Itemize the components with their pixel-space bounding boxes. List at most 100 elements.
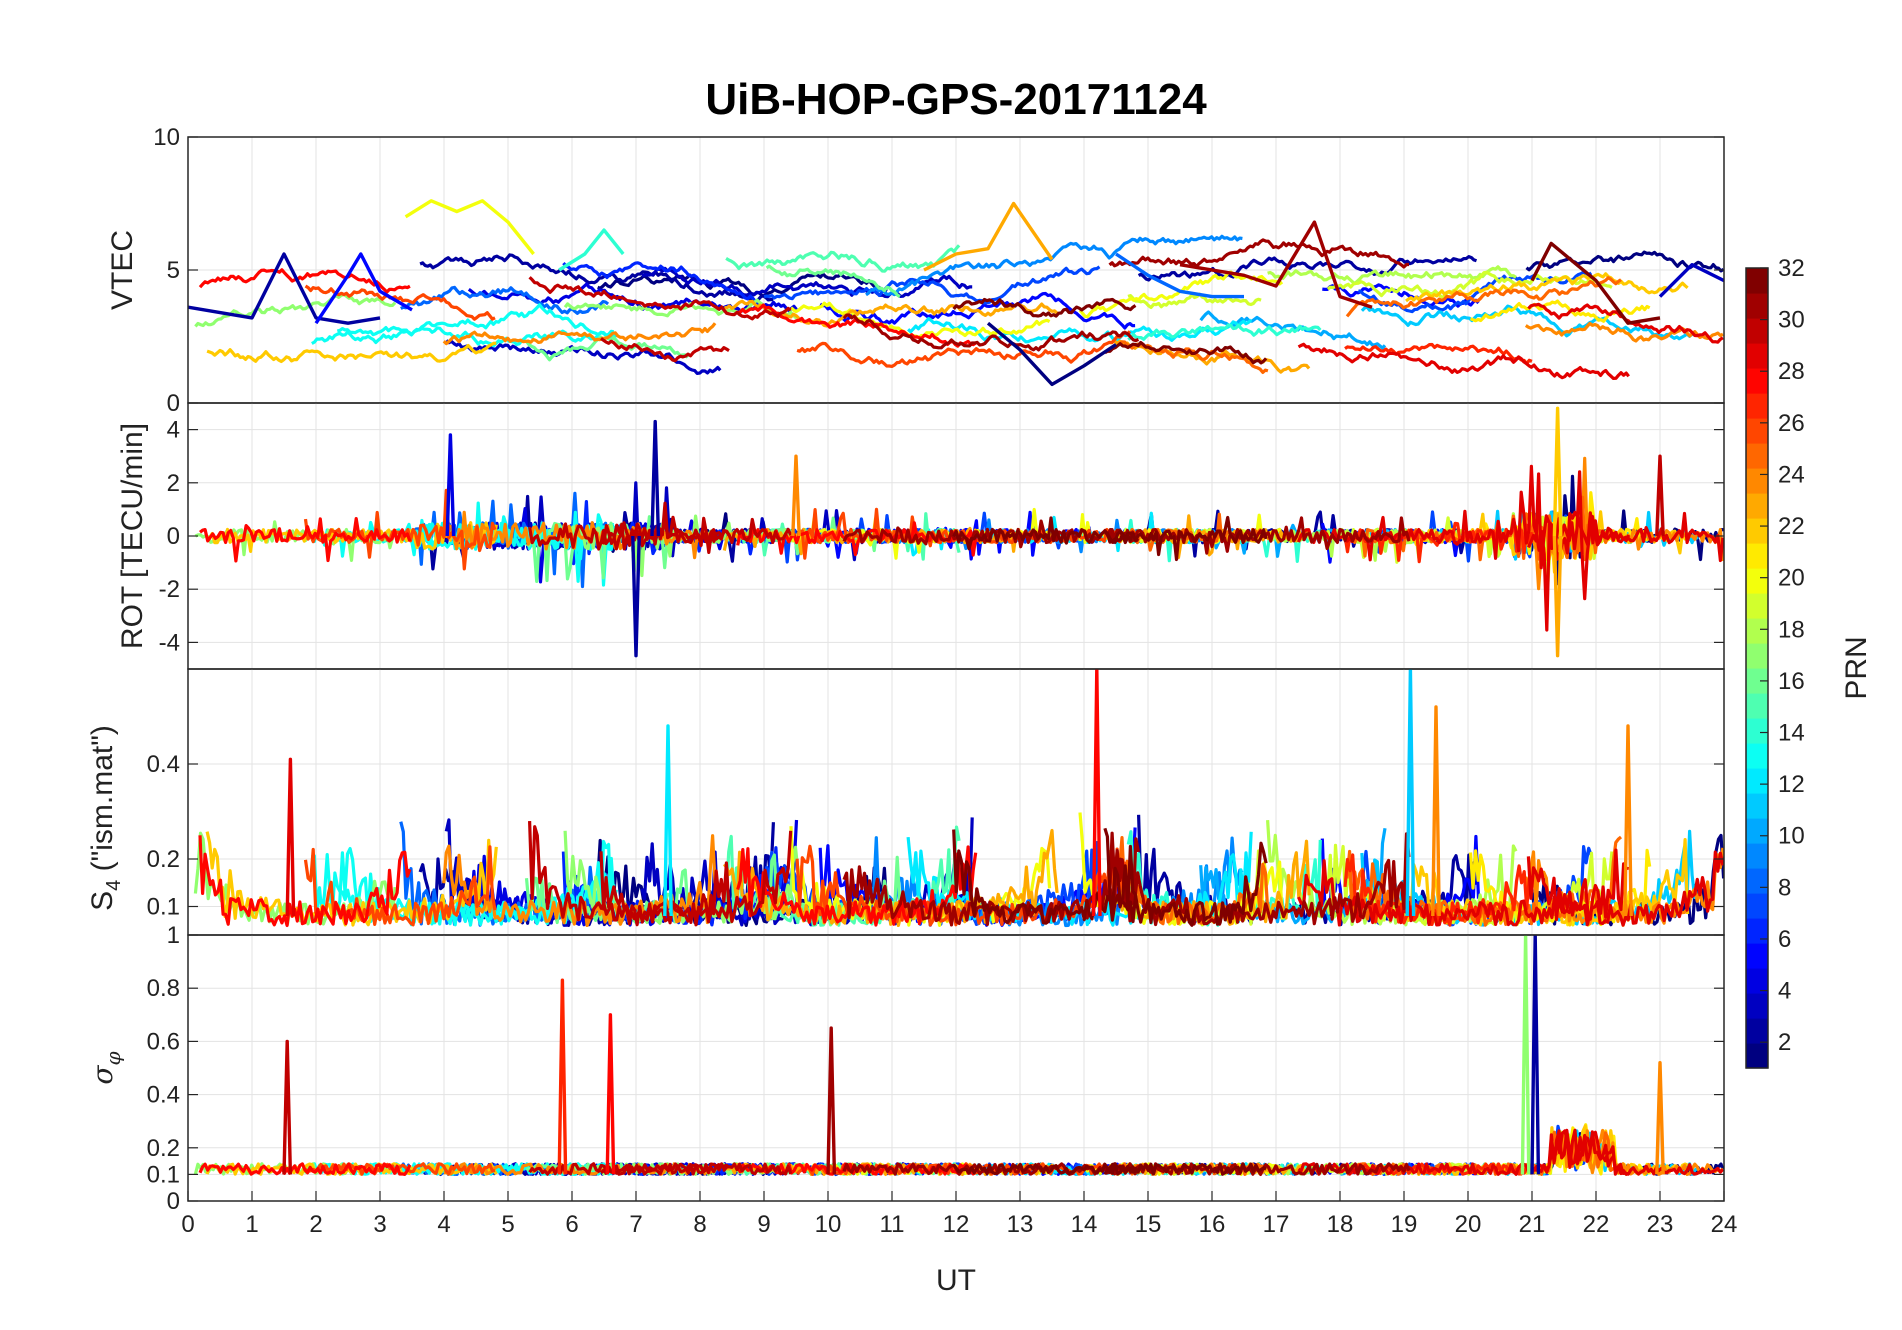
colorbar-segment	[1746, 868, 1768, 894]
series-line	[1343, 853, 1534, 927]
colorbar-segment	[1746, 668, 1768, 694]
colorbar-segment	[1746, 1043, 1768, 1069]
series-line	[188, 252, 381, 325]
colorbar-segment	[1746, 693, 1768, 719]
series-line	[1115, 252, 1244, 299]
x-ticks: 0 1 2 3 4 5 6 7 8 9 10 11 12 13 14 15 16 17 18 19 20 21 22 23 24	[181, 1191, 1737, 1238]
series-line	[528, 276, 792, 321]
sigma-gridlines	[188, 934, 1724, 1202]
colorbar-segment	[1746, 893, 1768, 919]
series-line	[404, 199, 535, 256]
y-tick-label: -4	[159, 629, 180, 656]
series-line	[865, 234, 1243, 297]
series-line	[1431, 705, 1441, 917]
x-tick-label: 2	[309, 1211, 322, 1238]
colorbar-segment	[1746, 393, 1768, 419]
colorbar-segment	[1746, 293, 1768, 319]
series-line	[198, 517, 412, 563]
sigma-y-label: σφ	[86, 1051, 125, 1084]
s4-y-label: S4 ("ism.mat")	[86, 725, 125, 911]
sigma-lines	[193, 935, 1724, 1176]
series-line	[631, 535, 641, 658]
series-line	[826, 1026, 837, 1175]
series-line	[641, 266, 973, 299]
series-line	[1108, 1162, 1411, 1176]
colorbar-segment	[1746, 918, 1768, 944]
series-line	[1525, 250, 1724, 273]
series-line	[796, 330, 1132, 368]
x-tick-label: 18	[1327, 1211, 1354, 1238]
series-line	[923, 201, 1054, 272]
x-tick-label: 0	[181, 1211, 194, 1238]
x-tick-label: 14	[1071, 1211, 1098, 1238]
colorbar-tick-label: 26	[1778, 410, 1805, 437]
series-line	[1091, 669, 1102, 917]
colorbar-tick-label: 32	[1778, 255, 1805, 282]
colorbar-tick-label: 18	[1778, 616, 1805, 643]
colorbar-tick-label: 20	[1778, 565, 1805, 592]
series-line	[206, 341, 497, 364]
x-tick-label: 9	[757, 1211, 770, 1238]
colorbar-tick-label: 14	[1778, 720, 1805, 747]
series-line	[952, 297, 1137, 318]
series-line	[952, 1162, 1137, 1176]
colorbar-tick-label: 8	[1778, 874, 1791, 901]
y-tick-label: 0.8	[147, 975, 180, 1002]
series-line	[1104, 340, 1268, 365]
series-line	[1297, 1128, 1630, 1176]
series-line	[443, 1162, 717, 1176]
series-line	[722, 828, 1059, 927]
series-line	[528, 1162, 793, 1176]
sigma-y-label-main: σ	[86, 1065, 119, 1085]
series-line	[842, 837, 1140, 927]
colorbar-label: PRN	[1840, 636, 1873, 699]
x-tick-label: 12	[943, 1211, 970, 1238]
y-tick-label: 0.4	[147, 751, 180, 778]
series-line	[282, 1039, 293, 1175]
series-line	[1623, 724, 1633, 917]
y-tick-label: -2	[159, 576, 180, 603]
x-tick-label: 1	[245, 1211, 258, 1238]
colorbar-segment	[1746, 568, 1768, 594]
series-line	[791, 454, 801, 537]
y-tick-label: 0.4	[147, 1082, 180, 1109]
series-line	[1524, 321, 1724, 343]
colorbar-segment	[1746, 643, 1768, 669]
vtec-y-ticks: 0 5 10	[153, 124, 1724, 417]
colorbar-segment	[1746, 418, 1768, 444]
x-tick-label: 6	[565, 1211, 578, 1238]
y-tick-label: 0	[167, 523, 180, 550]
series-line	[1655, 1061, 1665, 1175]
x-tick-label: 4	[437, 1211, 450, 1238]
s4-lines	[193, 669, 1724, 928]
y-tick-label: 4	[167, 417, 180, 444]
colorbar-tick-label: 2	[1778, 1029, 1791, 1056]
series-line	[558, 228, 625, 272]
colorbar-segment	[1746, 618, 1768, 644]
y-tick-label: 0.1	[147, 894, 180, 921]
series-line	[1344, 342, 1533, 366]
y-tick-label: 0.6	[147, 1028, 180, 1055]
x-tick-label: 23	[1647, 1211, 1674, 1238]
panel-s4: 0.1 0.2 0.4 S4 ("ism.mat")	[86, 668, 1725, 936]
series-line	[763, 265, 1101, 305]
panel-vtec: 0 5 10 VTEC	[106, 124, 1725, 417]
colorbar-segment	[1746, 593, 1768, 619]
series-line	[600, 337, 730, 363]
rot-lines	[194, 406, 1724, 658]
series-line	[1552, 535, 1563, 658]
s4-y-ticks: 0.1 0.2 0.4	[147, 751, 1724, 921]
series-line	[952, 829, 1137, 925]
series-line	[562, 261, 784, 317]
colorbar-segment	[1746, 743, 1768, 769]
series-line	[528, 515, 793, 554]
x-tick-label: 3	[373, 1211, 386, 1238]
series-line	[597, 272, 888, 298]
y-tick-label: 0.2	[147, 1135, 180, 1162]
colorbar-segment	[1746, 368, 1768, 394]
x-tick-label: 24	[1711, 1211, 1738, 1238]
series-line	[765, 264, 901, 298]
series-line	[314, 252, 413, 325]
sigma-y-ticks: 00.10.2 0.4 0.6 0.8 1	[147, 922, 1724, 1215]
